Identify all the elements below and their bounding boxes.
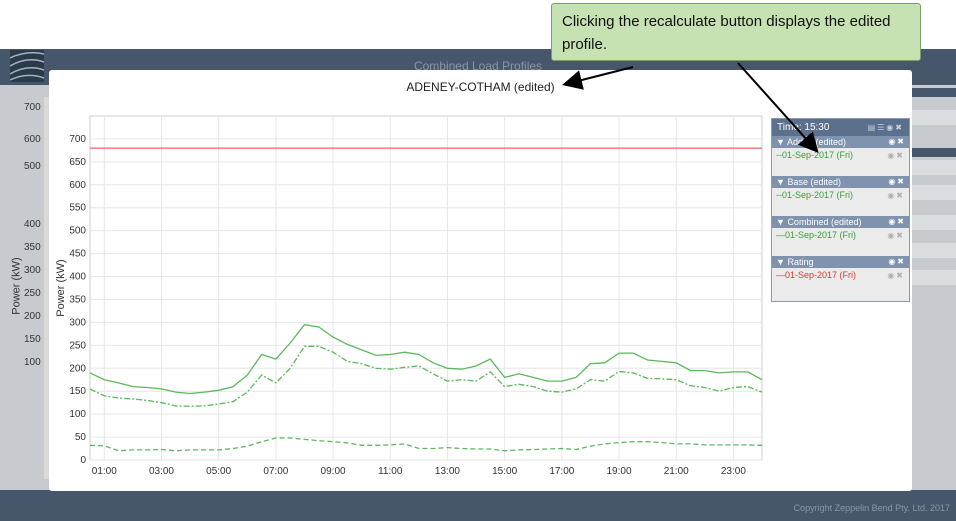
- modal-title: ADENEY-COTHAM (edited): [406, 80, 555, 94]
- chevron-down-icon[interactable]: ▼: [776, 257, 785, 267]
- app-logo: [9, 50, 45, 82]
- series-line: [89, 345, 763, 407]
- background-panel-row: [912, 270, 956, 285]
- background-panel-row: [912, 215, 956, 230]
- legend-group-header[interactable]: ▼ Rating ◉✖: [772, 256, 909, 268]
- background-y-tick: 150: [24, 334, 41, 345]
- load-profile-chart[interactable]: 0 50 100 150 200 250 300 350 400 450 500 550 600 650 7…: [49, 100, 769, 480]
- copyright-text: Copyright Zeppelin Bend Pty. Ltd. 2017: [793, 503, 950, 513]
- background-y-tick: 700: [24, 102, 41, 113]
- background-panel-row: [912, 243, 956, 258]
- legend-time-label: Time: 15:30: [777, 122, 830, 133]
- legend-group-name: Combined (edited): [787, 217, 862, 227]
- legend-panel: Time: 15:30 ▤☰◉✖ ▼ Added (edited) ◉✖ --01-…: [771, 118, 910, 302]
- legend-item[interactable]: —01-Sep-2017 (Fri) ◉✖: [772, 228, 909, 243]
- legend-item-label: --01-Sep-2017 (Fri): [776, 190, 854, 200]
- y-tick-label: 300: [69, 317, 86, 328]
- group-toggle-close-icons[interactable]: ◉✖: [888, 137, 906, 146]
- series-line: [89, 437, 763, 452]
- legend-item[interactable]: --01-Sep-2017 (Fri) ◉✖: [772, 148, 909, 163]
- x-tick-label: 07:00: [263, 466, 288, 477]
- y-tick-label: 150: [69, 386, 86, 397]
- app-footer: [0, 490, 956, 521]
- x-tick-label: 17:00: [549, 466, 574, 477]
- chevron-down-icon[interactable]: ▼: [776, 217, 785, 227]
- background-panel-row: [912, 160, 956, 175]
- arrow-to-legend: [737, 62, 819, 153]
- group-toggle-close-icons[interactable]: ◉✖: [888, 177, 906, 186]
- x-tick-label: 21:00: [664, 466, 689, 477]
- plot-area: [89, 115, 763, 461]
- y-tick-label: 600: [69, 180, 86, 191]
- background-panel-row: [912, 110, 956, 125]
- legend-group-header[interactable]: ▼ Combined (edited) ◉✖: [772, 216, 909, 228]
- y-tick-label: 700: [69, 134, 86, 145]
- legend-item-label: —01-Sep-2017 (Fri): [776, 230, 857, 240]
- y-tick-label: 400: [69, 272, 86, 283]
- background-y-tick: 350: [24, 242, 41, 253]
- y-axis-label: Power (kW): [55, 259, 67, 316]
- y-tick-label: 200: [69, 363, 86, 374]
- legend-item[interactable]: —01-Sep-2017 (Fri) ◉✖: [772, 268, 909, 283]
- chevron-down-icon[interactable]: ▼: [776, 137, 785, 147]
- background-y-tick: 250: [24, 288, 41, 299]
- legend-toolbar-icons[interactable]: ▤☰◉✖: [867, 123, 904, 132]
- group-toggle-close-icons[interactable]: ◉✖: [888, 217, 906, 226]
- y-tick-label: 250: [69, 340, 86, 351]
- y-tick-label: 550: [69, 203, 86, 214]
- legend-item-label: —01-Sep-2017 (Fri): [776, 270, 857, 280]
- background-y-tick: 100: [24, 357, 41, 368]
- legend-group-header[interactable]: ▼ Base (edited) ◉✖: [772, 176, 909, 188]
- arrow-to-title: [562, 66, 634, 90]
- legend-item-label: --01-Sep-2017 (Fri): [776, 150, 854, 160]
- background-y-tick: 200: [24, 311, 41, 322]
- background-y-tick: 300: [24, 265, 41, 276]
- legend-group-name: Base (edited): [787, 177, 841, 187]
- x-tick-label: 13:00: [435, 466, 460, 477]
- legend-group-name: Rating: [787, 257, 814, 267]
- background-panel-header: [912, 88, 956, 97]
- x-tick-label: 05:00: [206, 466, 231, 477]
- item-toggle-close-icons[interactable]: ◉✖: [887, 151, 905, 160]
- y-tick-label: 350: [69, 294, 86, 305]
- x-tick-label: 03:00: [149, 466, 174, 477]
- y-tick-label: 0: [80, 455, 86, 466]
- background-panel-header: [912, 148, 956, 157]
- background-panel-row: [912, 185, 956, 200]
- x-tick-label: 11:00: [378, 466, 403, 477]
- background-y-tick: 400: [24, 219, 41, 230]
- x-tick-label: 15:00: [492, 466, 517, 477]
- item-toggle-close-icons[interactable]: ◉✖: [887, 231, 905, 240]
- x-tick-label: 19:00: [607, 466, 632, 477]
- series-line: [89, 323, 763, 395]
- background-y-tick: 500: [24, 161, 41, 172]
- item-toggle-close-icons[interactable]: ◉✖: [887, 191, 905, 200]
- background-y-tick: 600: [24, 134, 41, 145]
- legend-item[interactable]: --01-Sep-2017 (Fri) ◉✖: [772, 188, 909, 203]
- y-tick-label: 100: [69, 409, 86, 420]
- group-toggle-close-icons[interactable]: ◉✖: [888, 257, 906, 266]
- chevron-down-icon[interactable]: ▼: [776, 177, 785, 187]
- y-tick-label: 450: [69, 249, 86, 260]
- x-tick-label: 01:00: [92, 466, 117, 477]
- y-tick-label: 50: [75, 432, 87, 443]
- x-tick-label: 09:00: [321, 466, 346, 477]
- y-tick-label: 500: [69, 226, 86, 237]
- x-tick-label: 23:00: [721, 466, 746, 477]
- item-toggle-close-icons[interactable]: ◉✖: [887, 271, 905, 280]
- y-tick-label: 650: [69, 157, 86, 168]
- tutorial-callout: Clicking the recalculate button displays…: [551, 3, 921, 61]
- app-title: Combined Load Profiles: [413, 59, 543, 73]
